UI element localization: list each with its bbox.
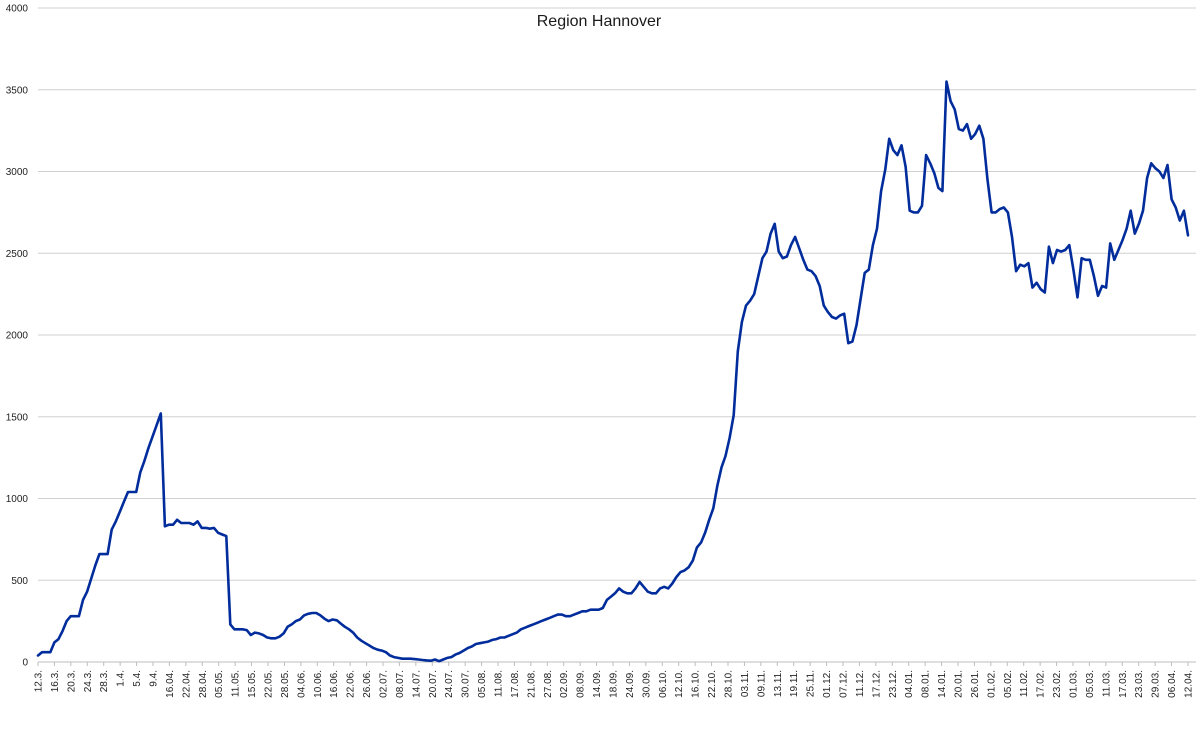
x-tick-label: 26.06. [362,670,373,698]
x-tick-label: 12.10. [674,670,685,698]
x-tick-label: 5.4. [132,670,143,687]
x-tick-label: 9.4. [149,670,160,687]
x-tick-label: 28.3. [99,670,110,692]
x-tick-label: 17.02. [1036,670,1047,698]
x-tick-label: 04.06. [296,670,307,698]
x-tick-label: 10.06. [313,670,324,698]
x-tick-label: 11.05. [231,670,242,697]
x-tick-label: 1.4. [116,670,127,687]
y-tick-label: 0 [22,658,28,669]
x-tick-label: 07.12. [839,670,850,698]
x-tick-label: 27.08. [543,670,554,698]
x-tick-label: 11.02. [1019,670,1030,697]
x-tick-label: 06.10. [658,670,669,698]
y-tick-label: 2500 [6,249,29,260]
x-tick-label: 20.01. [954,670,965,698]
series-layer [36,80,1190,663]
x-tick-label: 18.09. [609,670,620,698]
x-tick-label: 28.05. [280,670,291,698]
gridlines [38,7,1196,663]
x-tick-label: 30.09. [641,670,652,698]
x-tick-label: 24.3. [83,670,94,692]
x-tick-label: 16.10. [691,670,702,698]
y-axis-ticks: 0 500 1000 1500 2000 2500 3000 3500 4000 [6,4,29,669]
x-tick-label: 05.05. [214,670,225,698]
x-tick-label: 09.11. [756,670,767,697]
x-tick-label: 22.06. [346,670,357,698]
x-tick-label: 29.03. [1151,670,1162,698]
x-tick-label: 15.05. [247,670,258,698]
x-tick-label: 21.08. [526,670,537,698]
x-tick-label: 14.07. [411,670,422,698]
x-tick-label: 23.02. [1052,670,1063,698]
y-tick-label: 2000 [6,331,29,342]
x-tick-label: 28.04. [198,670,209,698]
x-tick-label: 05.08. [477,670,488,698]
y-tick-label: 1000 [6,494,29,505]
x-tick-label: 17.08. [510,670,521,698]
x-tick-label: 16.06. [329,670,340,698]
x-tick-label: 17.03. [1118,670,1129,698]
x-tick-label: 05.02. [1003,670,1014,698]
x-tick-label: 12.3. [34,670,45,692]
x-tick-label: 14.09. [592,670,603,698]
y-tick-label: 3500 [6,85,29,96]
x-tick-label: 24.07. [444,670,455,698]
y-tick-label: 1500 [6,412,29,423]
series-line-0 [36,80,1190,663]
x-tick-label: 25.11. [806,670,817,697]
x-tick-label: 17.12. [871,670,882,698]
x-tick-label: 05.03. [1085,670,1096,698]
x-tick-label: 13.11. [773,670,784,697]
x-tick-label: 24.09. [625,670,636,698]
x-tick-label: 26.01. [970,670,981,698]
x-tick-label: 16.3. [50,670,61,692]
x-tick-label: 28.10. [724,670,735,698]
x-tick-label: 22.05. [264,670,275,698]
chart-title: Region Hannover [537,13,662,30]
x-tick-label: 23.03. [1134,670,1145,698]
y-tick-label: 4000 [6,4,29,15]
x-tick-label: 08.09. [576,670,587,698]
x-tick-label: 01.03. [1069,670,1080,698]
x-axis-ticks: 12.3. 16.3. 20.3. 24.3. 28.3. 1.4. 5.4. 9.4. 16.… [34,662,1195,698]
x-tick-label: 11.12. [855,670,866,697]
x-tick-label: 04.01. [904,670,915,698]
x-tick-label: 23.12. [888,670,899,698]
x-tick-label: 11.08. [494,670,505,697]
x-tick-label: 19.11. [789,670,800,697]
x-tick-label: 03.11. [740,670,751,697]
x-tick-label: 01.02. [986,670,997,698]
x-tick-label: 22.04. [181,670,192,698]
x-tick-label: 02.09. [559,670,570,698]
x-tick-label: 20.3. [66,670,77,692]
x-tick-label: 01.12. [822,670,833,698]
x-tick-label: 16.04. [165,670,176,698]
x-tick-label: 22.10. [707,670,718,698]
x-tick-label: 12.04. [1184,670,1195,698]
x-tick-label: 06.04. [1167,670,1178,698]
x-tick-label: 08.07. [395,670,406,698]
y-tick-label: 3000 [6,167,29,178]
y-tick-label: 500 [11,576,28,587]
x-tick-label: 02.07. [379,670,390,698]
x-tick-label: 08.01. [921,670,932,698]
x-tick-label: 14.01. [937,670,948,698]
x-tick-label: 30.07. [461,670,472,698]
x-tick-label: 11.03. [1101,670,1112,697]
x-tick-label: 20.07. [428,670,439,698]
